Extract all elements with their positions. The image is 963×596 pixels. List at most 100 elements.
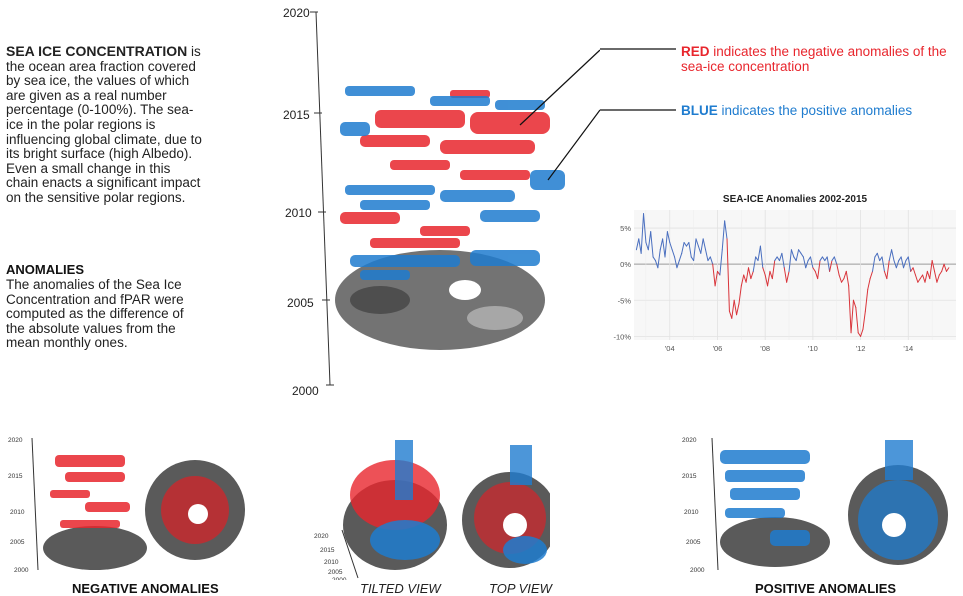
series-segment	[724, 220, 728, 240]
series-segment	[666, 231, 671, 243]
series-segment	[681, 242, 685, 254]
series-segment	[697, 245, 702, 254]
series-segment	[733, 299, 738, 316]
series-segment	[793, 256, 797, 262]
series-segment	[719, 249, 723, 276]
blue-keyword: BLUE	[681, 103, 718, 118]
series-segment	[771, 260, 776, 280]
caption-negative: NEGATIVE ANOMALIES	[72, 581, 219, 596]
pos-tick-2005: 2005	[686, 539, 701, 546]
intro-paragraph: SEA ICE CONCENTRATION is the ocean area …	[6, 44, 204, 206]
series-segment	[833, 256, 838, 265]
series-segment	[855, 307, 859, 334]
main-time-axis	[315, 11, 331, 386]
series-segment	[740, 274, 745, 287]
chart-title: SEA-ICE Anomalies 2002-2015	[723, 194, 868, 205]
series-segment	[876, 252, 881, 262]
series-segment	[786, 270, 790, 283]
series-segment	[705, 249, 709, 262]
series-segment	[914, 274, 919, 283]
series-segment	[860, 328, 864, 337]
series-segment	[769, 270, 773, 280]
intro-body: is the ocean area fraction covered by se…	[6, 44, 202, 205]
blue-legend-text: indicates the positive anomalies	[717, 103, 913, 118]
series-segment	[798, 249, 802, 254]
neg-tick-2015: 2015	[8, 473, 23, 480]
series-segment	[688, 242, 692, 258]
tilt-tick-2015: 2015	[320, 547, 335, 554]
series-segment	[821, 256, 826, 262]
y-tick-label: -5%	[618, 296, 632, 305]
series-segment	[664, 231, 668, 258]
series-segment	[745, 267, 749, 283]
series-segment	[638, 238, 642, 254]
series-segment	[707, 256, 711, 262]
neg-tick-2010: 2010	[10, 509, 25, 516]
main-stacked-anomaly-visual	[310, 11, 600, 386]
blue-legend-annotation: BLUE indicates the positive anomalies	[681, 103, 956, 118]
series-segment	[635, 238, 640, 251]
series-segment	[657, 249, 661, 269]
series-segment	[931, 260, 936, 272]
series-segment	[709, 256, 714, 265]
series-segment	[829, 260, 833, 272]
series-segment	[883, 270, 888, 280]
negative-anomaly-cloud	[340, 90, 550, 248]
series-segment	[817, 260, 821, 280]
neg-tick-2000: 2000	[14, 567, 29, 574]
series-segment	[714, 270, 718, 287]
series-segment	[762, 267, 766, 276]
series-segment	[843, 270, 847, 280]
red-legend-annotation: RED indicates the negative anomalies of …	[681, 44, 956, 74]
series-segment	[924, 270, 928, 283]
series-segment	[683, 242, 687, 247]
positive-anomaly-cloud	[340, 86, 565, 280]
series-segment	[826, 256, 831, 272]
series-segment	[767, 270, 771, 287]
series-segment	[943, 263, 947, 272]
y-tick-label: -10%	[613, 332, 631, 341]
series-segment	[807, 256, 812, 262]
caption-tilted-view: TILTED VIEW	[360, 581, 441, 596]
red-keyword: RED	[681, 44, 710, 59]
series-segment	[781, 252, 785, 269]
series-segment	[790, 249, 795, 258]
series-segment	[640, 213, 645, 254]
x-tick-label: '04	[665, 344, 675, 353]
series-segment	[652, 256, 656, 262]
series-segment	[869, 270, 874, 280]
series-segment	[841, 278, 845, 283]
series-segment	[721, 220, 726, 251]
series-segment	[759, 245, 764, 269]
series-segment	[693, 238, 697, 262]
red-leader-line	[519, 49, 600, 126]
series-segment	[795, 249, 800, 262]
series-segment	[848, 285, 852, 334]
series-segment	[936, 274, 940, 283]
series-segment	[934, 270, 938, 283]
series-segment	[676, 260, 680, 269]
chart-plot-area	[634, 210, 956, 340]
series-segment	[891, 249, 895, 262]
sea-ice-anomaly-line-chart: SEA-ICE Anomalies 2002-2015 5% 0% -5% -10% '0…	[613, 194, 956, 353]
series-segment	[788, 249, 792, 272]
positive-anomalies-panel: 2020 2015 2010 2005 2000	[682, 437, 948, 574]
series-segment	[900, 256, 905, 269]
series-segment	[764, 274, 769, 287]
series-segment	[898, 256, 902, 262]
series-segment	[819, 256, 823, 262]
series-segment	[774, 256, 778, 262]
series-segment	[743, 274, 747, 283]
anomalies-heading: ANOMALIES	[6, 262, 84, 277]
tilt-tick-2005: 2005	[328, 569, 343, 576]
series-segment	[895, 260, 900, 269]
caption-top-view: TOP VIEW	[489, 581, 552, 596]
neg-tick-2020: 2020	[8, 437, 23, 444]
x-tick-label: '08	[760, 344, 770, 353]
series-segment	[886, 260, 890, 280]
series-segment	[757, 245, 761, 262]
series-segment	[850, 299, 854, 334]
series-segment	[726, 238, 730, 312]
series-segment	[838, 274, 843, 283]
series-segment	[874, 252, 878, 258]
